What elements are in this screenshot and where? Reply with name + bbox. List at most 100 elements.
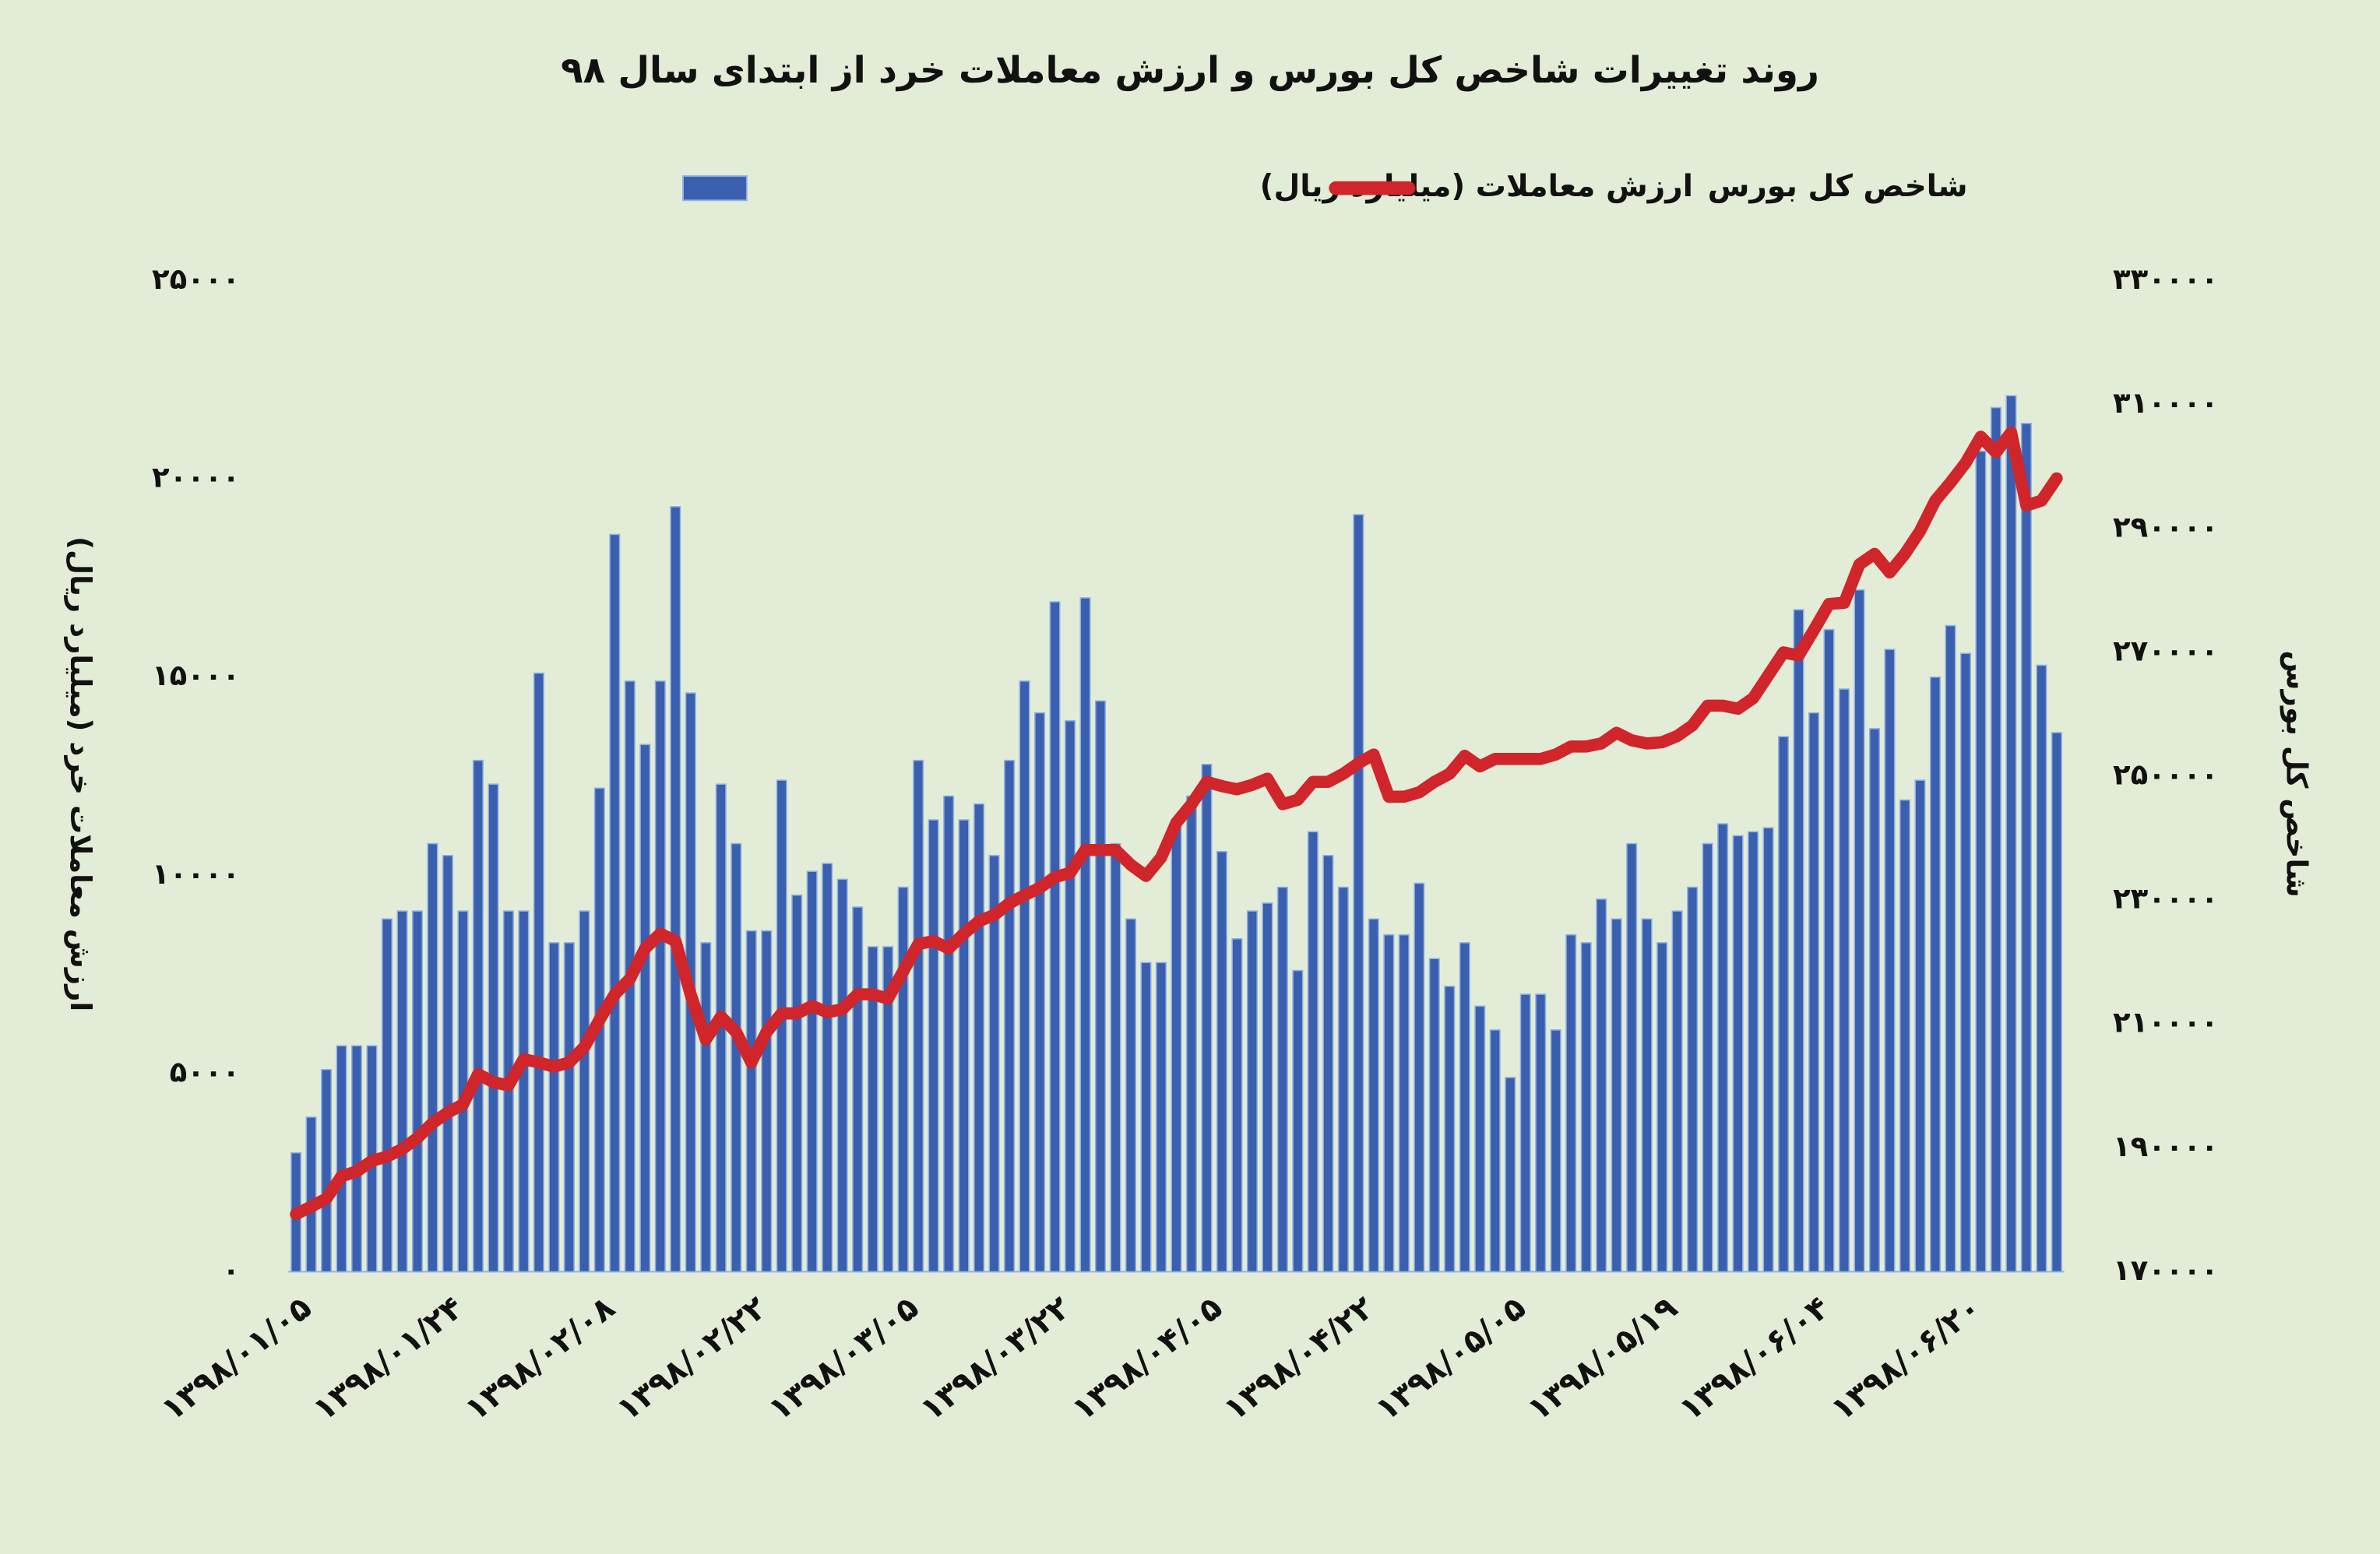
bar [1505,1077,1516,1273]
bar [731,842,742,1273]
legend-label: شاخص کل بورس [1708,169,1968,204]
bar [928,819,939,1273]
bar [548,942,560,1273]
bar [1444,986,1456,1273]
bar [897,886,909,1273]
bar [563,942,575,1273]
bar [1808,712,1820,1273]
bar [973,803,985,1273]
bar [670,506,681,1273]
bar [1732,835,1744,1273]
bar [1125,918,1137,1273]
bar [1868,728,1881,1273]
y2-tick-label: ۳۱۰۰۰۰ [2113,386,2219,420]
bar [1398,933,1410,1273]
bar [488,783,499,1273]
bar [1929,676,1941,1273]
bar [1140,962,1152,1273]
bar [1246,910,1258,1273]
bar [1459,942,1470,1273]
bar [1626,842,1638,1273]
bar [1216,850,1227,1273]
bar [427,842,438,1273]
bar [1793,609,1804,1273]
bar [1580,942,1592,1273]
bar [913,759,924,1273]
legend-label: ارزش معاملات (میلیارد ریال) [1260,169,1693,204]
bar [609,533,621,1273]
y-tick-label: ۱۰۰۰۰ [152,857,240,891]
bar [1641,918,1653,1273]
bar [1519,993,1531,1273]
y2-tick-label: ۲۱۰۰۰۰ [2113,1006,2219,1039]
bar [958,819,970,1273]
bar [1474,1005,1486,1273]
bar [2020,423,2032,1273]
bar [1823,628,1835,1273]
bar [1065,719,1076,1273]
bar [1276,886,1288,1273]
bar [1049,601,1061,1273]
y-tick-label: ۱۵۰۰۰ [152,659,240,692]
y2-tick-label: ۲۵۰۰۰۰ [2113,758,2219,792]
y2-tick-label: ۱۹۰۰۰۰ [2113,1130,2219,1163]
bar [1201,763,1213,1273]
y-tick-label: ۲۰۰۰۰ [152,461,240,494]
bar [882,946,894,1273]
bar [1489,1029,1501,1273]
bar [867,946,878,1273]
bar [518,910,530,1273]
bar [806,870,818,1273]
bar [1307,831,1319,1273]
bar [988,855,1000,1273]
bar [654,680,666,1273]
bar [1748,831,1759,1273]
bar [1899,799,1910,1273]
bar [1687,886,1699,1273]
bar [1914,779,1926,1273]
bar [1110,842,1121,1273]
y2-tick-label: ۲۹۰۰۰۰ [2113,510,2219,543]
bar [836,878,848,1273]
bar [1656,942,1668,1273]
bar [472,759,484,1273]
bar [2005,395,2017,1273]
bar [1990,406,2002,1273]
bar [533,672,544,1273]
bar [1155,962,1167,1273]
bar [2036,664,2047,1273]
bar [1838,688,1850,1273]
y2-axis-title: شاخص کل بورس [2280,650,2313,897]
chart-title: روند تغییرات شاخص کل بورس و ارزش معاملات… [561,50,1819,92]
bar [1368,918,1379,1273]
bar [336,1045,347,1273]
bar [1414,882,1425,1273]
y2-tick-label: ۲۷۰۰۰۰ [2113,634,2219,667]
bar [791,894,803,1273]
legend-swatch [682,175,748,202]
bar [761,930,773,1273]
bar [943,795,955,1273]
bar [579,910,590,1273]
bar [1019,680,1030,1273]
bar [1535,993,1547,1273]
bar [1565,933,1577,1273]
bar [1034,712,1046,1273]
bar [1004,759,1016,1273]
bar [1959,652,1971,1273]
y-axis-title: ارزش معاملات خرد (میلیارد ریال) [64,536,97,1011]
bar [700,942,712,1273]
y2-tick-label: ۲۳۰۰۰۰ [2113,882,2219,916]
bar [1262,902,1273,1273]
bar [442,855,453,1273]
bar [1717,823,1729,1273]
bar [305,1116,317,1273]
bar [350,1045,363,1273]
bar [745,930,757,1273]
bar [396,910,408,1273]
bar [1762,827,1774,1273]
bar [1171,819,1182,1273]
bar [1079,597,1091,1273]
